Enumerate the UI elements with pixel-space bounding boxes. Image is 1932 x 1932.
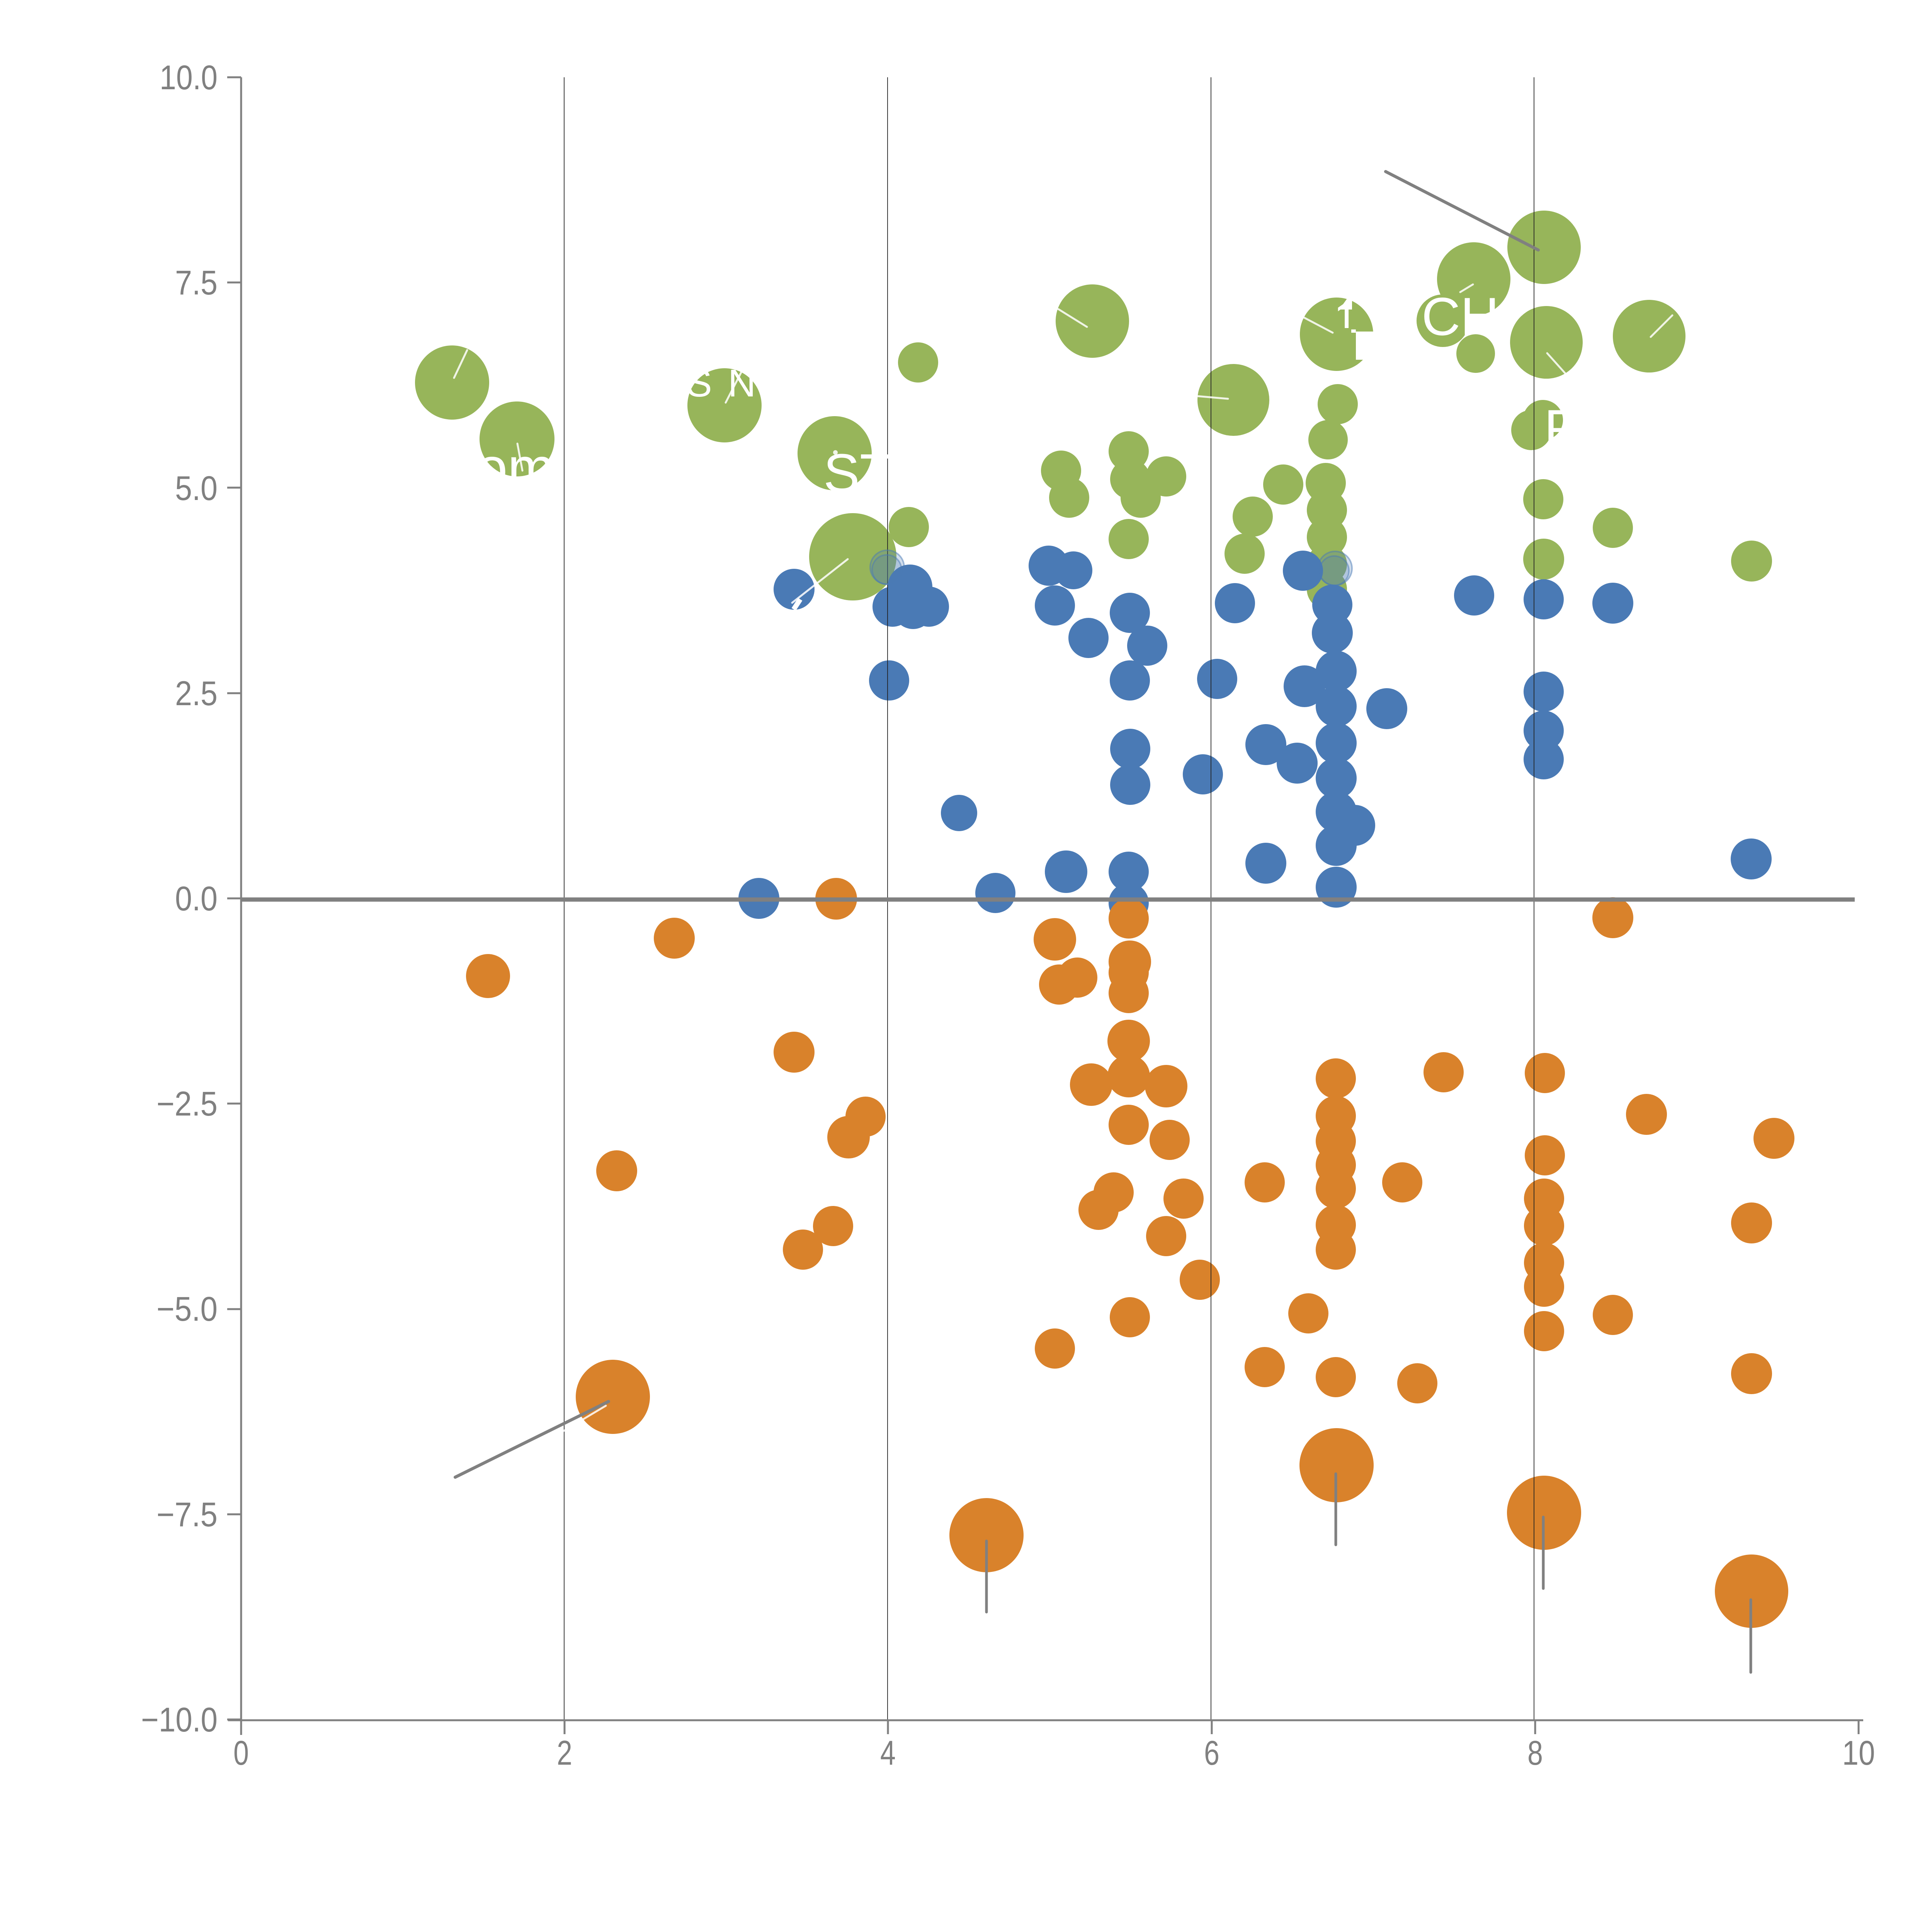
- svg-text:5.0: 5.0: [175, 469, 218, 507]
- svg-text:8: 8: [1527, 1733, 1543, 1772]
- svg-text:4: 4: [880, 1733, 896, 1772]
- svg-text:10.0: 10.0: [160, 58, 218, 97]
- svg-text:ST: ST: [823, 442, 893, 503]
- svg-text:−7.5: −7.5: [156, 1495, 218, 1534]
- svg-text:0: 0: [233, 1733, 249, 1772]
- svg-text:S: S: [686, 362, 712, 405]
- svg-text:CH: CH: [1422, 287, 1499, 347]
- svg-text:−2.5: −2.5: [156, 1084, 218, 1123]
- svg-text:2: 2: [557, 1733, 572, 1772]
- svg-text:R: R: [1544, 398, 1583, 459]
- svg-text:N: N: [728, 362, 756, 405]
- svg-text:−5.0: −5.0: [156, 1289, 218, 1328]
- svg-text:−10.0: −10.0: [141, 1700, 218, 1739]
- svg-text:2.5: 2.5: [175, 674, 218, 713]
- svg-text:0.0: 0.0: [175, 879, 218, 918]
- svg-text:10: 10: [1842, 1733, 1875, 1772]
- svg-text:6: 6: [1204, 1733, 1219, 1772]
- svg-text:om: om: [476, 436, 554, 499]
- svg-text:7.5: 7.5: [175, 263, 218, 302]
